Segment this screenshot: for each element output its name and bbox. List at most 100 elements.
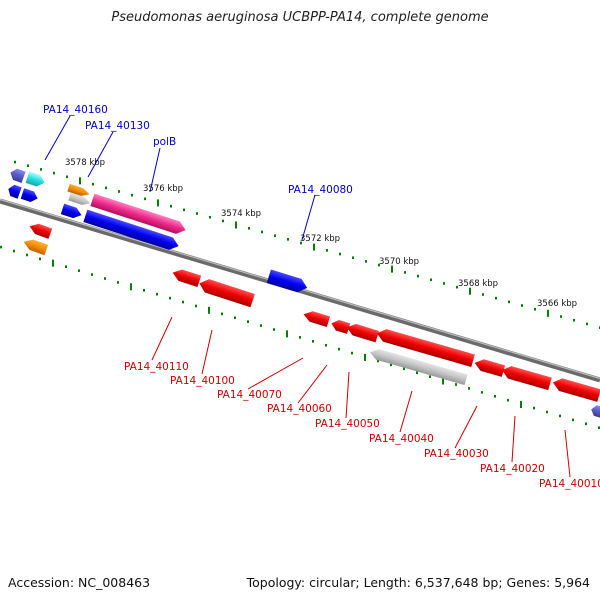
tick-mark xyxy=(40,168,42,171)
callout-line-40020 xyxy=(511,415,516,463)
tick-mark xyxy=(299,336,301,339)
callout-line-40100 xyxy=(201,329,213,375)
tick-mark xyxy=(351,351,353,355)
gene-label[interactable]: PA14_40060 xyxy=(267,403,332,415)
gene-label[interactable]: PA14_40100 xyxy=(170,375,235,387)
gene-40125-icon[interactable] xyxy=(60,203,83,221)
tick-mark xyxy=(157,199,159,207)
tick-mark xyxy=(92,182,94,186)
tick-mark xyxy=(494,394,496,398)
tick-mark xyxy=(287,238,289,241)
tick-mark xyxy=(274,234,276,237)
tick-mark xyxy=(456,285,458,289)
gene-40030-icon[interactable] xyxy=(473,357,506,377)
tick-mark xyxy=(443,282,445,285)
tick-mark xyxy=(248,226,250,230)
gene-label[interactable]: PA14_40050 xyxy=(315,418,380,430)
tick-mark xyxy=(325,343,327,347)
tick-mark xyxy=(53,171,55,175)
gene-label[interactable]: PA14_40080 xyxy=(288,184,353,196)
gene-40090-icon[interactable] xyxy=(83,209,180,253)
tick-mark xyxy=(27,164,29,168)
gene-label[interactable]: PA14_40020 xyxy=(480,463,545,475)
tick-mark xyxy=(404,271,406,274)
gene-features xyxy=(6,167,600,418)
gene-40060-icon[interactable] xyxy=(330,318,351,334)
gene-40160-icon[interactable] xyxy=(8,167,26,184)
tick-mark xyxy=(143,288,145,292)
tick-mark xyxy=(144,197,146,201)
callout-line-polB xyxy=(149,147,161,193)
tick-mark xyxy=(469,287,471,295)
kbp-label: 3566 kbp xyxy=(537,299,577,309)
gene-label[interactable]: PA14_40070 xyxy=(217,389,282,401)
kbp-label: 3574 kbp xyxy=(221,209,261,219)
gene-40050-icon[interactable] xyxy=(345,322,380,343)
gene-label[interactable]: polB xyxy=(153,136,176,148)
genome-summary-text: Topology: circular; Length: 6,537,648 bp… xyxy=(246,575,590,590)
tick-mark xyxy=(559,414,561,418)
tick-mark xyxy=(183,208,185,212)
tick-mark xyxy=(79,177,81,185)
kbp-label: 3578 kbp xyxy=(65,158,105,168)
tick-mark xyxy=(520,401,522,409)
tick-mark xyxy=(482,293,484,296)
gene-label[interactable]: PA14_40160 xyxy=(43,104,108,116)
tick-mark xyxy=(286,330,288,338)
tick-mark xyxy=(430,278,432,282)
gene-label[interactable]: PA14_40030 xyxy=(424,448,489,460)
gene-40120-icon[interactable] xyxy=(28,221,53,239)
tick-mark xyxy=(131,193,133,197)
tick-mark xyxy=(455,383,457,386)
gene-label[interactable]: PA14_40130 xyxy=(85,120,150,132)
gene-40040-icon[interactable] xyxy=(375,327,475,368)
callout-line-40110 xyxy=(151,316,173,361)
gene-polB-icon[interactable] xyxy=(90,193,187,237)
inner-tick-track xyxy=(0,245,600,429)
gene-40150-icon[interactable] xyxy=(25,171,47,189)
gene-40080-icon[interactable] xyxy=(266,269,309,294)
callout-line-40040 xyxy=(399,390,413,433)
gene-label[interactable]: PA14_40040 xyxy=(369,433,434,445)
tick-mark xyxy=(156,292,158,296)
tick-mark xyxy=(378,263,380,267)
gene-40170-icon[interactable] xyxy=(6,183,22,199)
tick-mark xyxy=(391,265,393,273)
forward-gene-labels: PA14_40160 PA14_40130 polB PA14_40080 xyxy=(43,104,353,196)
gene-label[interactable]: PA14_40110 xyxy=(124,361,189,373)
gene-40110-icon[interactable] xyxy=(171,267,202,288)
tick-mark xyxy=(572,418,574,422)
tick-mark xyxy=(377,359,379,363)
gene-40005-icon[interactable] xyxy=(590,404,600,418)
tick-mark xyxy=(14,160,16,164)
tick-mark xyxy=(78,269,80,272)
tick-mark xyxy=(91,273,93,276)
gene-40130-icon[interactable] xyxy=(68,192,91,207)
tick-mark xyxy=(0,245,2,249)
callout-line-40070 xyxy=(247,357,304,390)
kbp-label: 3568 kbp xyxy=(458,279,498,289)
tick-mark xyxy=(104,277,106,280)
gene-40020-icon[interactable] xyxy=(500,364,552,391)
gene-40010-icon[interactable] xyxy=(551,376,600,402)
gene-40070-icon[interactable] xyxy=(302,309,331,328)
gene-40140-icon[interactable] xyxy=(20,188,40,203)
tick-mark xyxy=(13,249,15,253)
tick-mark xyxy=(169,296,171,300)
gene-40045-icon[interactable] xyxy=(368,347,468,386)
gene-40115-icon[interactable] xyxy=(22,237,49,256)
gene-label[interactable]: PA14_40010 xyxy=(539,478,600,490)
kbp-label: 3576 kbp xyxy=(143,184,183,194)
tick-mark xyxy=(26,253,28,257)
reverse-gene-labels: PA14_40110 PA14_40100 PA14_40070 PA14_40… xyxy=(124,361,600,490)
gene-40100-icon[interactable] xyxy=(197,277,255,308)
tick-mark xyxy=(586,322,588,326)
tick-mark xyxy=(209,215,211,219)
tick-mark xyxy=(65,265,67,269)
kbp-labels: 3578 kbp 3576 kbp 3574 kbp 3572 kbp 3570… xyxy=(65,158,577,309)
tick-mark xyxy=(495,296,497,300)
tick-mark xyxy=(429,375,431,378)
gene-40135-icon[interactable] xyxy=(67,183,90,198)
tick-mark xyxy=(585,422,587,426)
